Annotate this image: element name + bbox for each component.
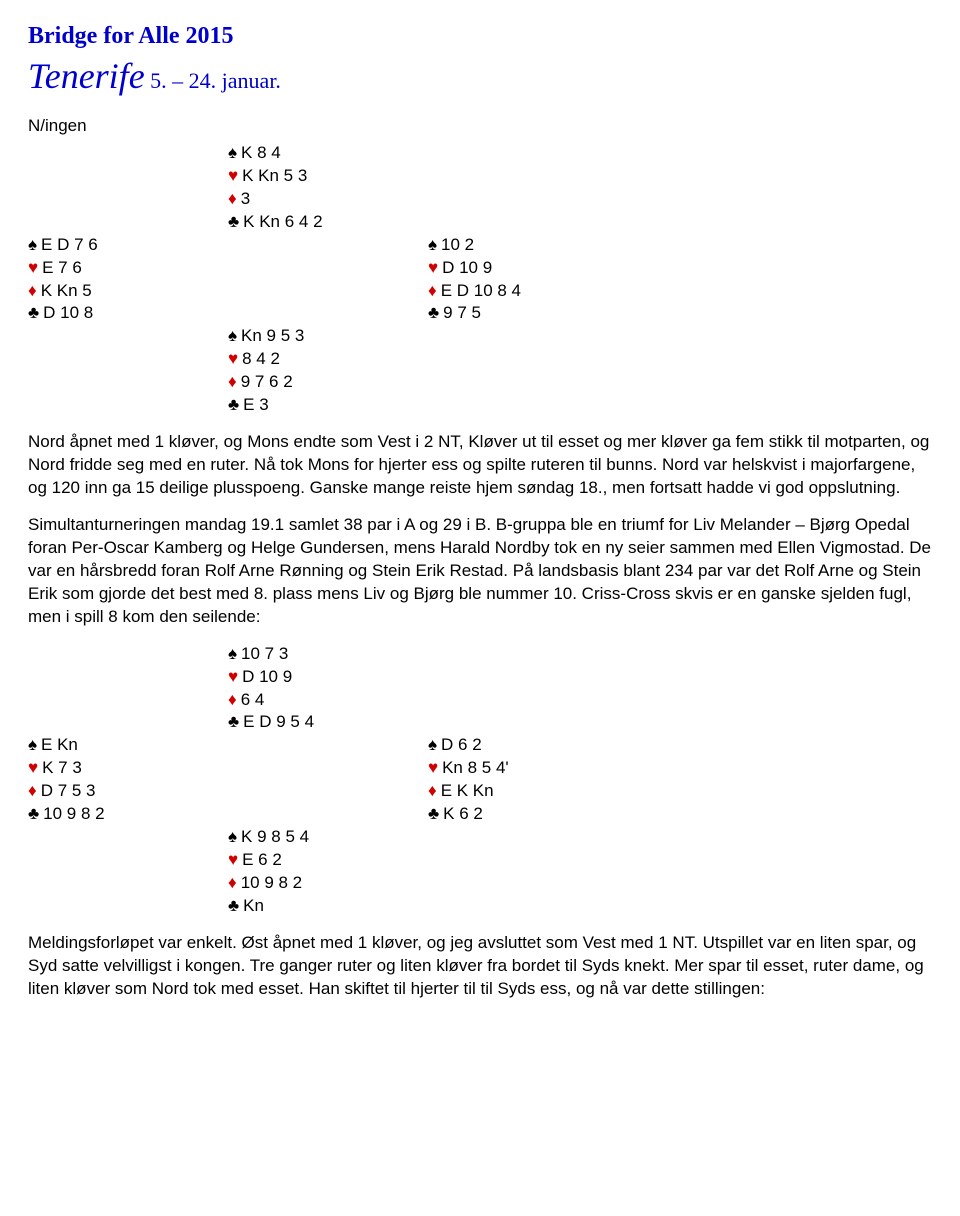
bridge-deal-1: K 8 4 K Kn 5 3 3 K Kn 6 4 2 E D 7 6 E 7 … bbox=[28, 142, 932, 417]
south-hearts: 8 4 2 bbox=[228, 348, 428, 371]
west2-spades: E Kn bbox=[28, 734, 228, 757]
page-title: Bridge for Alle 2015 bbox=[28, 20, 932, 52]
west-hand: E D 7 6 E 7 6 K Kn 5 D 10 8 bbox=[28, 234, 228, 326]
south2-diamonds: 10 9 8 2 bbox=[228, 872, 428, 895]
east-diamonds: E D 10 8 4 bbox=[428, 280, 628, 303]
west-hearts: E 7 6 bbox=[28, 257, 228, 280]
south-spades: Kn 9 5 3 bbox=[228, 325, 428, 348]
east-hand-2: D 6 2 Kn 8 5 4' E K Kn K 6 2 bbox=[428, 734, 628, 826]
page-subtitle: Tenerife 5. – 24. januar. bbox=[28, 52, 932, 101]
west2-diamonds: D 7 5 3 bbox=[28, 780, 228, 803]
dealer-vuln: N/ingen bbox=[28, 115, 932, 138]
east2-clubs: K 6 2 bbox=[428, 803, 628, 826]
north2-spades: 10 7 3 bbox=[228, 643, 428, 666]
east-spades: 10 2 bbox=[428, 234, 628, 257]
west-clubs: D 10 8 bbox=[28, 302, 228, 325]
paragraph-1: Nord åpnet med 1 kløver, og Mons endte s… bbox=[28, 431, 932, 500]
south2-clubs: Kn bbox=[228, 895, 428, 918]
east-hand: 10 2 D 10 9 E D 10 8 4 9 7 5 bbox=[428, 234, 628, 326]
east2-spades: D 6 2 bbox=[428, 734, 628, 757]
south2-hearts: E 6 2 bbox=[228, 849, 428, 872]
east-hearts: D 10 9 bbox=[428, 257, 628, 280]
paragraph-2: Simultanturneringen mandag 19.1 samlet 3… bbox=[28, 514, 932, 629]
west2-clubs: 10 9 8 2 bbox=[28, 803, 228, 826]
south-hand: Kn 9 5 3 8 4 2 9 7 6 2 E 3 bbox=[228, 325, 428, 417]
north-spades: K 8 4 bbox=[228, 142, 428, 165]
north2-hearts: D 10 9 bbox=[228, 666, 428, 689]
north-hearts: K Kn 5 3 bbox=[228, 165, 428, 188]
north2-clubs: E D 9 5 4 bbox=[228, 711, 428, 734]
west-spades: E D 7 6 bbox=[28, 234, 228, 257]
west-diamonds: K Kn 5 bbox=[28, 280, 228, 303]
south-clubs: E 3 bbox=[228, 394, 428, 417]
subtitle-big: Tenerife bbox=[28, 56, 145, 96]
subtitle-small: 5. – 24. januar. bbox=[145, 68, 281, 93]
north-clubs: K Kn 6 4 2 bbox=[228, 211, 428, 234]
north-hand: K 8 4 K Kn 5 3 3 K Kn 6 4 2 bbox=[228, 142, 428, 234]
north-diamonds: 3 bbox=[228, 188, 428, 211]
south-hand-2: K 9 8 5 4 E 6 2 10 9 8 2 Kn bbox=[228, 826, 428, 918]
east2-hearts: Kn 8 5 4' bbox=[428, 757, 628, 780]
east2-diamonds: E K Kn bbox=[428, 780, 628, 803]
bridge-deal-2: 10 7 3 D 10 9 6 4 E D 9 5 4 E Kn K 7 3 D… bbox=[28, 643, 932, 918]
east-clubs: 9 7 5 bbox=[428, 302, 628, 325]
north-hand-2: 10 7 3 D 10 9 6 4 E D 9 5 4 bbox=[228, 643, 428, 735]
north2-diamonds: 6 4 bbox=[228, 689, 428, 712]
west-hand-2: E Kn K 7 3 D 7 5 3 10 9 8 2 bbox=[28, 734, 228, 826]
paragraph-3: Meldingsforløpet var enkelt. Øst åpnet m… bbox=[28, 932, 932, 1001]
west2-hearts: K 7 3 bbox=[28, 757, 228, 780]
south-diamonds: 9 7 6 2 bbox=[228, 371, 428, 394]
south2-spades: K 9 8 5 4 bbox=[228, 826, 428, 849]
